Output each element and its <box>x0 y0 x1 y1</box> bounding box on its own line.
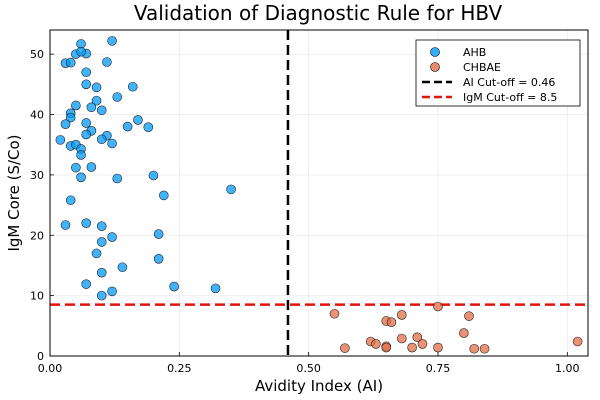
chbae-point <box>329 308 340 319</box>
data-points <box>55 36 583 354</box>
chbae-point <box>459 328 469 338</box>
y-axis-label: IgM Core (S/Co) <box>5 134 23 251</box>
ahb-point <box>55 135 66 145</box>
y-tick-label: 20 <box>30 229 44 242</box>
ahb-point <box>153 254 164 264</box>
ahb-point <box>65 195 76 206</box>
x-tick-label: 0.00 <box>38 362 63 375</box>
chbae-point <box>433 342 443 353</box>
x-tick-label: 1.00 <box>555 362 580 375</box>
ahb-point <box>71 162 81 173</box>
ahb-point <box>71 100 81 111</box>
ahb-point <box>81 118 92 128</box>
chbae-point <box>396 310 407 320</box>
y-tick-label: 30 <box>30 169 44 182</box>
chbae-point <box>371 339 381 349</box>
ahb-point <box>91 248 102 259</box>
ahb-point <box>107 286 117 297</box>
chbae-point <box>407 342 417 353</box>
legend-marker-ahb <box>430 47 440 57</box>
chbae-point <box>417 339 428 349</box>
legend-label-chbae: CHBAE <box>463 61 501 74</box>
ahb-point <box>65 112 76 123</box>
ahb-point <box>96 290 107 301</box>
ahb-point <box>76 46 86 57</box>
reference-lines <box>50 30 588 356</box>
ahb-point <box>81 129 92 140</box>
ahb-point <box>112 173 123 184</box>
ahb-point <box>148 170 159 181</box>
chbae-point <box>412 332 423 343</box>
ahb-point <box>91 95 102 106</box>
chbae-point <box>386 317 397 327</box>
chbae-point <box>381 342 392 353</box>
legend: AHB CHBAE AI Cut-off = 0.46 IgM Cut-off … <box>415 39 581 107</box>
ahb-point <box>96 237 107 247</box>
ahb-point <box>169 281 179 292</box>
ahb-point <box>122 121 133 132</box>
chbae-point <box>433 301 443 312</box>
ahb-point <box>76 150 86 160</box>
chbae-point <box>469 343 479 354</box>
ahb-point <box>210 283 221 294</box>
y-tick-label: 50 <box>30 48 44 61</box>
ahb-point <box>96 267 107 278</box>
ahb-point <box>86 102 97 113</box>
ahb-point <box>81 279 92 289</box>
ahb-point <box>107 138 117 149</box>
ahb-point <box>226 184 236 195</box>
plot-frame <box>49 29 589 357</box>
x-tick-label: 0.75 <box>426 362 451 375</box>
ahb-point <box>133 115 143 125</box>
ahb-point <box>107 36 117 46</box>
chbae-point <box>572 336 583 347</box>
y-tick-label: 10 <box>30 290 44 303</box>
ahb-point <box>96 134 107 145</box>
ahb-point <box>86 162 97 172</box>
ahb-point <box>65 57 76 68</box>
ahb-point <box>153 229 164 239</box>
ahb-point <box>159 190 169 201</box>
legend-label-ai-cutoff: AI Cut-off = 0.46 <box>463 76 555 89</box>
chart-title: Validation of Diagnostic Rule for HBV <box>134 1 503 25</box>
legend-box <box>415 39 581 107</box>
legend-label-ahb: AHB <box>463 46 486 59</box>
ahb-point <box>91 82 102 93</box>
y-tick-label: 40 <box>30 109 44 122</box>
axis-ticks: 0.00 0.25 0.50 0.75 1.00 0 10 20 30 40 50 <box>30 48 580 375</box>
ahb-point <box>117 262 128 273</box>
ahb-point <box>60 119 71 129</box>
ahb-point <box>127 81 138 92</box>
y-tick-label: 0 <box>37 350 44 363</box>
chbae-point <box>340 343 350 353</box>
ahb-point <box>143 122 154 132</box>
chbae-point <box>464 311 474 321</box>
x-tick-label: 0.50 <box>296 362 321 375</box>
ahb-point <box>81 67 92 78</box>
ahb-point <box>81 79 92 90</box>
ahb-point <box>107 232 117 242</box>
ahb-point <box>96 221 107 232</box>
ahb-point <box>76 172 86 183</box>
ahb-point <box>81 218 92 228</box>
ahb-point <box>102 57 112 67</box>
chbae-point <box>479 343 490 354</box>
legend-label-igm-cutoff: IgM Cut-off = 8.5 <box>463 91 557 104</box>
legend-marker-chbae <box>430 62 440 72</box>
ahb-point <box>96 105 107 116</box>
ahb-point <box>112 92 123 102</box>
ahb-point <box>60 220 71 230</box>
chbae-point <box>396 333 407 344</box>
x-tick-label: 0.25 <box>167 362 192 375</box>
x-axis-label: Avidity Index (AI) <box>255 377 383 395</box>
